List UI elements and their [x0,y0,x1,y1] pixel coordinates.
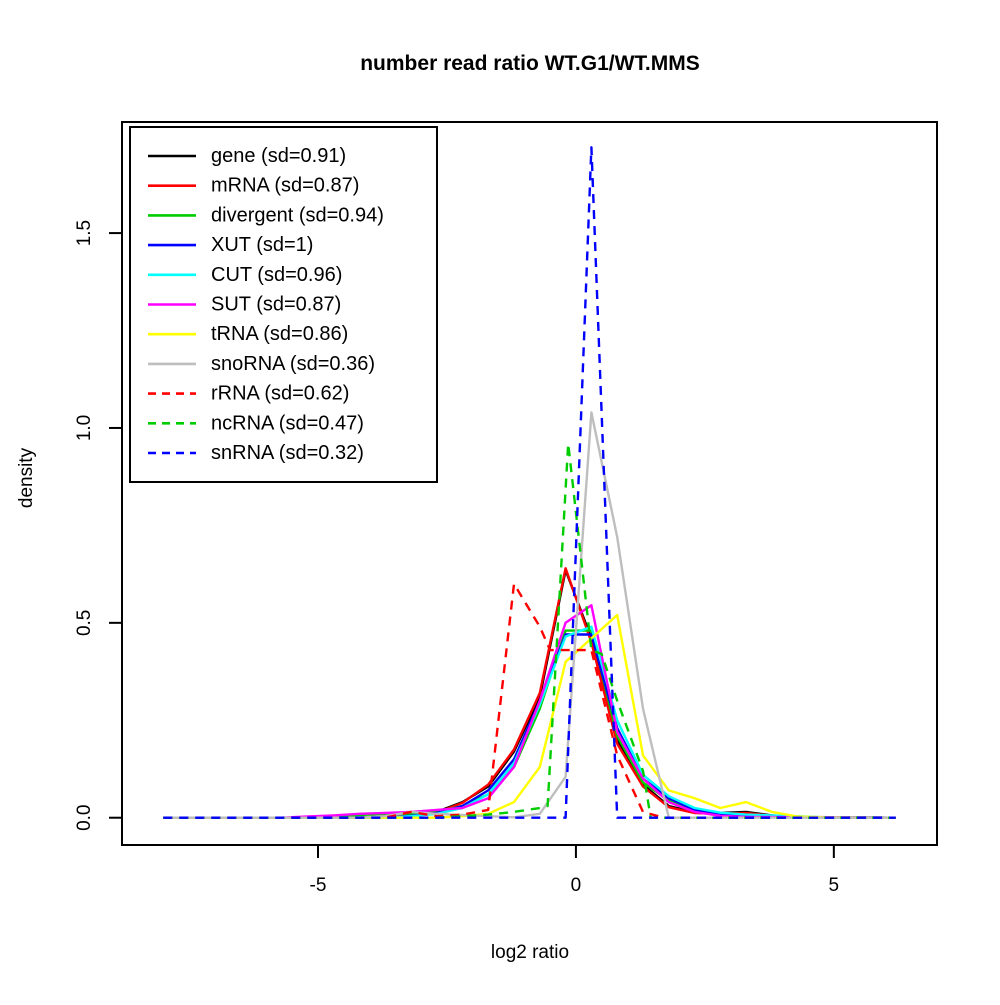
plot-border [121,121,938,846]
legend-item-snoRNA: snoRNA (sd=0.36) [148,353,375,375]
y-tick-label: 1.0 [74,415,95,441]
legend-item-gene: gene (sd=0.91) [148,145,346,167]
legend: gene (sd=0.91) mRNA (sd=0.87) divergent (s… [129,126,438,483]
legend-item-ncRNA: ncRNA (sd=0.47) [148,412,364,434]
legend-label-snRNA: snRNA (sd=0.32) [211,442,364,464]
axes: -5 0 5 0.0 0.5 1.0 1.5 [74,220,839,896]
series-line-rRNA [163,582,896,819]
legend-label-SUT: SUT (sd=0.87) [211,294,341,316]
series-line-ncRNA [163,442,896,819]
x-tick-label: 0 [571,875,582,896]
legend-item-rRNA: rRNA (sd=0.62) [148,383,349,405]
legend-item-SUT: SUT (sd=0.87) [148,294,341,316]
legend-label-divergent: divergent (sd=0.94) [211,204,384,226]
y-tick-label: 0.5 [74,610,95,636]
y-tick-label: 0.0 [74,805,95,831]
legend-label-tRNA: tRNA (sd=0.86) [211,323,348,345]
legend-label-XUT: XUT (sd=1) [211,234,313,256]
legend-label-snoRNA: snoRNA (sd=0.36) [211,353,375,375]
plot-box [121,121,938,846]
series-line-SUT [163,604,896,819]
legend-item-XUT: XUT (sd=1) [148,234,313,256]
legend-label-mRNA: mRNA (sd=0.87) [211,175,359,197]
x-tick-label: 5 [829,875,840,896]
legend-label-ncRNA: ncRNA (sd=0.47) [211,412,364,434]
legend-item-mRNA: mRNA (sd=0.87) [148,175,359,197]
legend-label-CUT: CUT (sd=0.96) [211,264,342,286]
legend-label-gene: gene (sd=0.91) [211,145,346,167]
legend-label-rRNA: rRNA (sd=0.62) [211,383,349,405]
y-axis-label: density [16,447,37,508]
x-tick-label: -5 [310,875,327,896]
legend-item-snRNA: snRNA (sd=0.32) [148,442,364,464]
series-line-snRNA [163,146,896,819]
legend-item-tRNA: tRNA (sd=0.86) [148,323,348,345]
chart-title: number read ratio WT.G1/WT.MMS [360,52,700,75]
legend-item-CUT: CUT (sd=0.96) [148,264,342,286]
y-tick-label: 1.5 [74,220,95,246]
plot-series [163,146,896,819]
legend-item-divergent: divergent (sd=0.94) [148,204,384,226]
x-axis-label: log2 ratio [491,942,569,963]
